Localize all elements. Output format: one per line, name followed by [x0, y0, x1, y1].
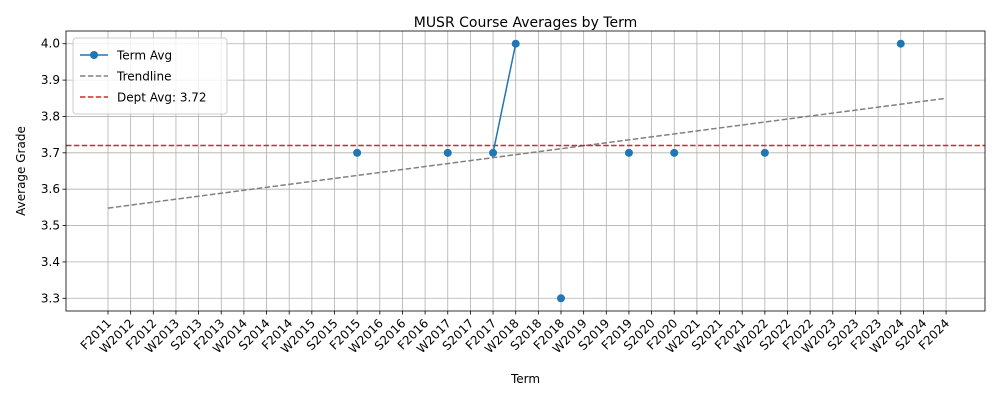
plot-area [66, 39, 985, 303]
term-avg-point [670, 148, 679, 157]
axes-frame [65, 30, 986, 312]
y-tick-label: 4.0 [41, 37, 60, 51]
term-avg-point [760, 148, 769, 157]
legend-swatch-marker [90, 51, 98, 59]
y-tick-label: 3.6 [41, 182, 60, 196]
legend-label: Trendline [116, 70, 172, 84]
term-avg-point [489, 148, 498, 157]
term-avg-point [624, 148, 633, 157]
y-tick-label: 3.5 [41, 219, 60, 233]
y-tick-label: 3.3 [41, 291, 60, 305]
y-tick-label: 3.7 [41, 146, 60, 160]
y-tick-label: 3.9 [41, 73, 60, 87]
y-axis-ticks: 3.3 3.4 3.5 3.6 3.7 3.8 3.9 4.0 [41, 37, 66, 305]
x-axis-label: Term [510, 372, 540, 386]
legend-label: Dept Avg: 3.72 [117, 91, 207, 105]
term-avg-segment [492, 43, 517, 153]
y-tick-label: 3.8 [41, 109, 60, 123]
term-avg-point [511, 39, 520, 48]
term-avg-point [557, 294, 565, 303]
term-avg-point [443, 148, 452, 157]
legend-box [72, 37, 228, 115]
legend: Term Avg Trendline Dept Avg: 3.72 [72, 37, 228, 115]
trendline [107, 97, 947, 209]
y-tick-label: 3.4 [41, 255, 60, 269]
term-avg-point [896, 39, 905, 48]
y-axis-label: Average Grade [14, 126, 28, 216]
x-axis-ticks: F2011W2012F2012W2013S2013F2013W2014S2014… [78, 311, 952, 356]
chart-title: MUSR Course Averages by Term [414, 15, 638, 31]
legend-label: Term Avg [116, 49, 172, 63]
term-avg-point [353, 148, 362, 157]
